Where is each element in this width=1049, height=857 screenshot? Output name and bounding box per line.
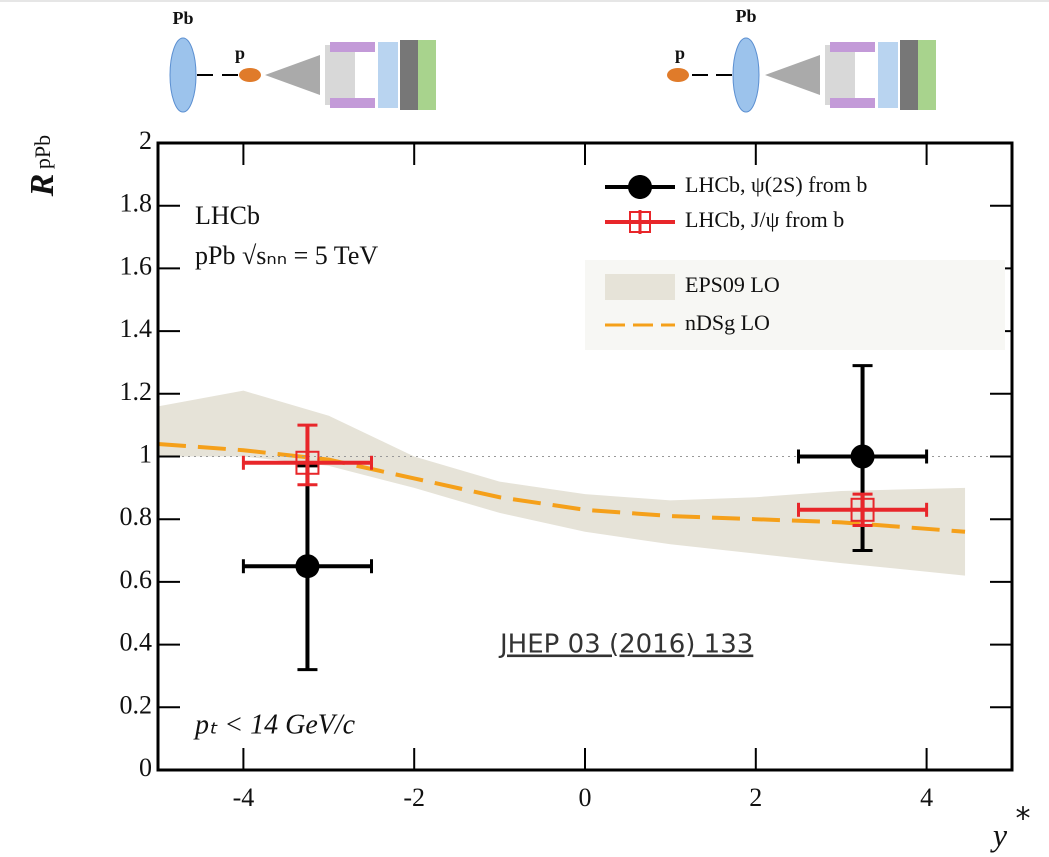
detector-cone bbox=[765, 55, 820, 95]
diagram-label: p bbox=[235, 43, 245, 63]
legend-marker bbox=[628, 175, 652, 199]
y-axis-label-sub: pPb bbox=[30, 135, 55, 169]
muon bbox=[918, 40, 936, 110]
legend-label: EPS09 LO bbox=[685, 272, 780, 297]
legend-swatch bbox=[605, 274, 675, 300]
proton bbox=[239, 68, 261, 82]
y-tick-label: 1.6 bbox=[120, 251, 153, 280]
x-tick-label: -2 bbox=[403, 783, 425, 812]
y-axis-label: R bbox=[24, 174, 61, 198]
legend-label: nDSg LO bbox=[685, 310, 770, 335]
annotation: LHCb bbox=[195, 201, 260, 230]
line bbox=[157, 441, 966, 534]
magnet bbox=[330, 42, 375, 52]
pb-nucleus bbox=[732, 37, 760, 113]
muon bbox=[418, 40, 436, 110]
y-tick-label: 0.4 bbox=[120, 628, 153, 657]
annotation: pₜ < 14 GeV/c bbox=[193, 709, 356, 740]
diagram-label: Pb bbox=[172, 8, 193, 28]
y-tick-label: 0 bbox=[139, 753, 152, 782]
x-tick-label: -4 bbox=[233, 783, 255, 812]
pb-nucleus bbox=[169, 37, 197, 113]
y-tick-label: 1 bbox=[139, 439, 152, 468]
detector-cone bbox=[265, 55, 320, 95]
tracker bbox=[378, 42, 398, 108]
magnet bbox=[830, 42, 875, 52]
proton bbox=[667, 68, 689, 82]
marker bbox=[850, 497, 875, 522]
marker bbox=[850, 444, 875, 469]
y-tick-label: 1.8 bbox=[120, 189, 153, 218]
y-tick-label: 1.4 bbox=[120, 314, 153, 343]
diagram-label: Pb bbox=[735, 6, 756, 26]
detector-diagrams: Pb p p Pb bbox=[169, 6, 936, 113]
band bbox=[158, 390, 966, 576]
y-tick-label: 0.2 bbox=[120, 690, 153, 719]
calorimeter bbox=[400, 40, 418, 110]
diagram-label: p bbox=[675, 43, 685, 63]
x-axis-label: y bbox=[990, 816, 1008, 852]
x-tick-label: 2 bbox=[749, 783, 762, 812]
x-tick-label: 0 bbox=[579, 783, 592, 812]
annotation: pPb √sₙₙ = 5 TeV bbox=[195, 241, 378, 270]
detector bbox=[825, 45, 855, 105]
magnet bbox=[830, 98, 875, 108]
marker bbox=[295, 554, 320, 579]
legend-marker bbox=[629, 211, 651, 233]
x-axis-label-sup: * bbox=[1016, 802, 1031, 837]
legend-label: LHCb, ψ(2S) from b bbox=[685, 172, 867, 197]
y-tick-label: 0.6 bbox=[120, 565, 153, 594]
legend-box bbox=[585, 260, 1005, 350]
y-tick-label: 0.8 bbox=[120, 502, 153, 531]
magnet bbox=[330, 98, 375, 108]
tracker bbox=[878, 42, 898, 108]
legend-label: LHCb, J/ψ from b bbox=[685, 207, 844, 232]
detector bbox=[325, 45, 355, 105]
reference-link[interactable]: JHEP 03 (2016) 133 bbox=[498, 630, 753, 660]
x-tick-label: 4 bbox=[920, 783, 933, 812]
marker bbox=[295, 450, 320, 475]
calorimeter bbox=[900, 40, 918, 110]
y-tick-label: 1.2 bbox=[120, 377, 153, 406]
y-tick-label: 2 bbox=[139, 126, 152, 155]
